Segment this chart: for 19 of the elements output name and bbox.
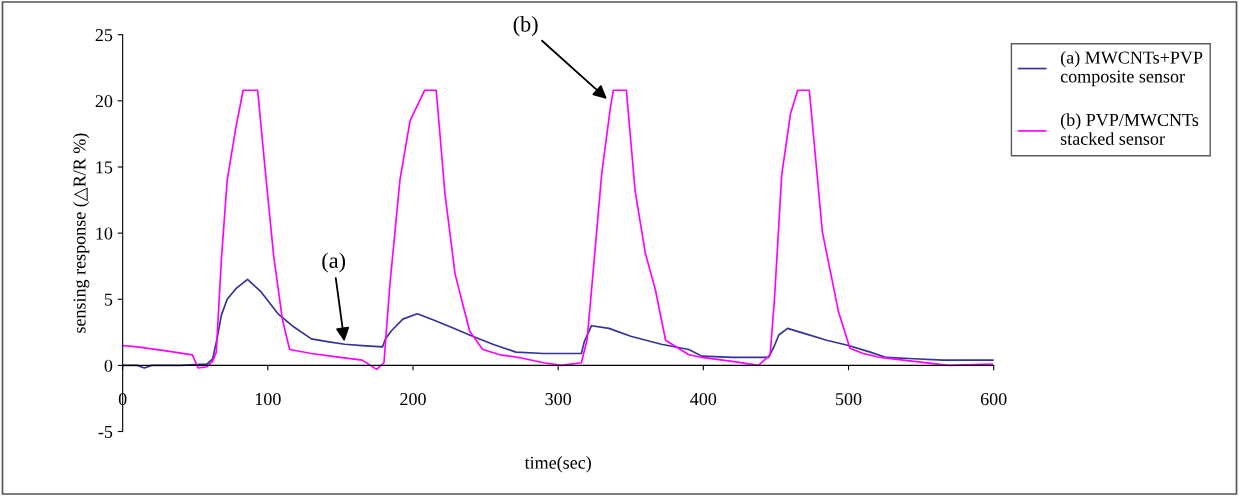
x-tick-label: 500	[836, 392, 862, 406]
annotation: (a)	[322, 252, 346, 273]
y-tick-label: 5	[104, 293, 113, 306]
y-tick-label: -5	[98, 425, 113, 438]
x-tick-label: 300	[545, 392, 572, 406]
legend-label: (a) MWCNTs+PVP composite sensor	[1060, 50, 1203, 87]
y-tick-label: 20	[95, 95, 113, 108]
y-tick-label: 25	[95, 29, 113, 42]
x-tick-label: 200	[400, 392, 426, 406]
y-tick-label: 0	[104, 359, 113, 372]
x-tick-label: 400	[690, 392, 717, 406]
legend-label: (b) PVP/MWCNTs stacked sensor	[1060, 113, 1199, 145]
y-tick-label: 15	[96, 161, 113, 174]
x-tick-label: 100	[255, 392, 281, 406]
y-tick-label: 10	[96, 227, 113, 240]
x-tick-label: 600	[980, 392, 1007, 406]
annotation: (b)	[513, 15, 538, 37]
y-axis-title: sensing response (△R/R %)	[72, 133, 90, 333]
x-axis-title: time(sec)	[524, 456, 591, 473]
